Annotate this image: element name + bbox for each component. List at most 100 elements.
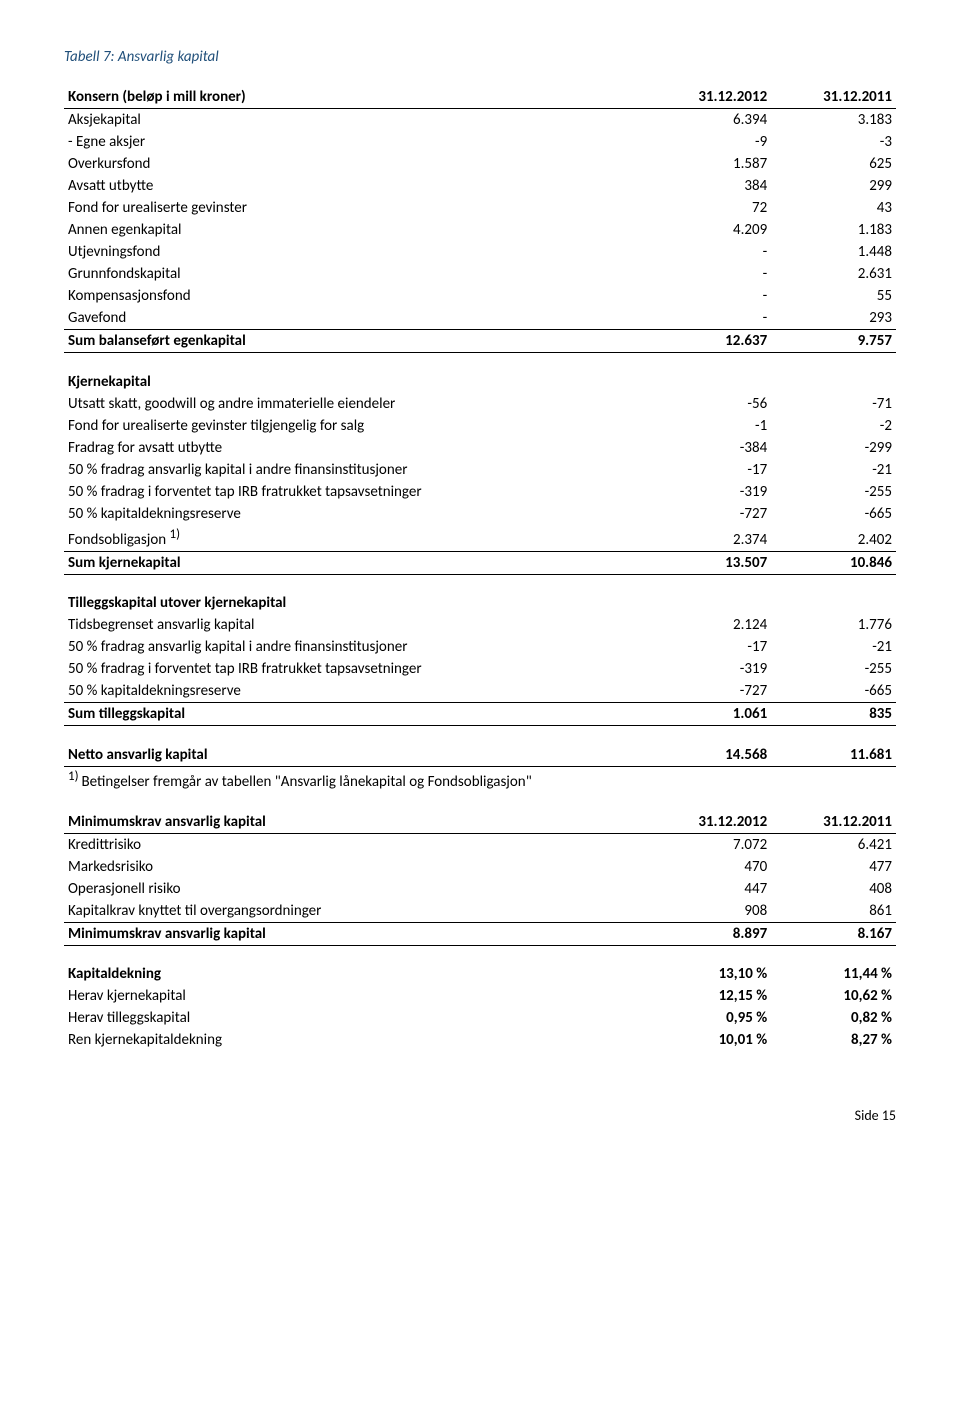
row-value: 72 bbox=[646, 197, 771, 219]
row-label: 50 % fradrag ansvarlig kapital i andre f… bbox=[64, 636, 646, 658]
row-label: Overkursfond bbox=[64, 153, 646, 175]
row-value: 7.072 bbox=[646, 833, 771, 856]
row-value: -9 bbox=[646, 131, 771, 153]
row-label: Avsatt utbytte bbox=[64, 175, 646, 197]
row-label: Utsatt skatt, goodwill og andre immateri… bbox=[64, 393, 646, 415]
row-label: Ren kjernekapitaldekning bbox=[64, 1029, 646, 1051]
row-value: 1.587 bbox=[646, 153, 771, 175]
row-label: Sum kjernekapital bbox=[64, 551, 646, 574]
row-label: Gavefond bbox=[64, 307, 646, 330]
row-label: Kjernekapital bbox=[64, 371, 646, 393]
row-value: -21 bbox=[771, 459, 896, 481]
row-value: 470 bbox=[646, 856, 771, 878]
row-label: Grunnfondskapital bbox=[64, 263, 646, 285]
row-value: 1.776 bbox=[771, 614, 896, 636]
row-value: 1.061 bbox=[646, 703, 771, 726]
row-value: 8.897 bbox=[646, 922, 771, 945]
row-label: Kompensasjonsfond bbox=[64, 285, 646, 307]
row-label: Utjevningsfond bbox=[64, 241, 646, 263]
row-value: 43 bbox=[771, 197, 896, 219]
row-value: 2.402 bbox=[771, 525, 896, 552]
row-label: Markedsrisiko bbox=[64, 856, 646, 878]
row-value: 908 bbox=[646, 900, 771, 923]
row-value: 835 bbox=[771, 703, 896, 726]
row-label: Annen egenkapital bbox=[64, 219, 646, 241]
row-value: 2.124 bbox=[646, 614, 771, 636]
row-value: 447 bbox=[646, 878, 771, 900]
row-label: Tidsbegrenset ansvarlig kapital bbox=[64, 614, 646, 636]
row-value: - bbox=[646, 307, 771, 330]
row-label: Kredittrisiko bbox=[64, 833, 646, 856]
capital-table: Konsern (beløp i mill kroner)31.12.20123… bbox=[64, 86, 896, 1051]
row-value: 408 bbox=[771, 878, 896, 900]
row-label: 50 % fradrag i forventet tap IRB fratruk… bbox=[64, 481, 646, 503]
row-label: Fradrag for avsatt utbytte bbox=[64, 437, 646, 459]
row-value: -665 bbox=[771, 503, 896, 525]
row-value: 10,62 % bbox=[771, 985, 896, 1007]
row-value: 11,44 % bbox=[771, 963, 896, 985]
row-value: -2 bbox=[771, 415, 896, 437]
row-value: 6.421 bbox=[771, 833, 896, 856]
row-value: -727 bbox=[646, 680, 771, 703]
row-label: Herav kjernekapital bbox=[64, 985, 646, 1007]
row-value: 9.757 bbox=[771, 330, 896, 353]
row-label: Kapitaldekning bbox=[64, 963, 646, 985]
row-value: 10.846 bbox=[771, 551, 896, 574]
row-value: 0,95 % bbox=[646, 1007, 771, 1029]
row-value: 477 bbox=[771, 856, 896, 878]
row-value: 31.12.2012 bbox=[646, 86, 771, 109]
row-value: -299 bbox=[771, 437, 896, 459]
row-value: -71 bbox=[771, 393, 896, 415]
row-label: Fond for urealiserte gevinster bbox=[64, 197, 646, 219]
row-value: -319 bbox=[646, 658, 771, 680]
row-value: 31.12.2011 bbox=[771, 86, 896, 109]
row-value: 293 bbox=[771, 307, 896, 330]
row-value: - bbox=[646, 241, 771, 263]
row-value: 14.568 bbox=[646, 744, 771, 767]
row-value: 6.394 bbox=[646, 109, 771, 132]
row-value: -17 bbox=[646, 459, 771, 481]
row-label: Tilleggskapital utover kjernekapital bbox=[64, 592, 646, 614]
row-value: 299 bbox=[771, 175, 896, 197]
row-value: - bbox=[646, 263, 771, 285]
row-label: Minimumskrav ansvarlig kapital bbox=[64, 922, 646, 945]
row-value: 10,01 % bbox=[646, 1029, 771, 1051]
row-value: 4.209 bbox=[646, 219, 771, 241]
row-label: Netto ansvarlig kapital bbox=[64, 744, 646, 767]
row-value: 861 bbox=[771, 900, 896, 923]
row-value: 13.507 bbox=[646, 551, 771, 574]
row-value: -17 bbox=[646, 636, 771, 658]
row-value: 2.374 bbox=[646, 525, 771, 552]
row-value: -1 bbox=[646, 415, 771, 437]
row-value: 1.448 bbox=[771, 241, 896, 263]
row-value: 31.12.2011 bbox=[771, 811, 896, 834]
row-label: - Egne aksjer bbox=[64, 131, 646, 153]
row-label: Sum tilleggskapital bbox=[64, 703, 646, 726]
row-label: Fondsobligasjon 1) bbox=[64, 525, 646, 552]
row-label: Minimumskrav ansvarlig kapital bbox=[64, 811, 646, 834]
row-label: Operasjonell risiko bbox=[64, 878, 646, 900]
row-label: Fond for urealiserte gevinster tilgjenge… bbox=[64, 415, 646, 437]
row-value: -255 bbox=[771, 658, 896, 680]
row-label: Konsern (beløp i mill kroner) bbox=[64, 86, 646, 109]
row-value: -384 bbox=[646, 437, 771, 459]
row-value: - bbox=[646, 285, 771, 307]
row-label: Herav tilleggskapital bbox=[64, 1007, 646, 1029]
row-label: 50 % fradrag i forventet tap IRB fratruk… bbox=[64, 658, 646, 680]
row-value: 2.631 bbox=[771, 263, 896, 285]
row-value bbox=[646, 766, 771, 793]
row-value: 11.681 bbox=[771, 744, 896, 767]
row-value: 0,82 % bbox=[771, 1007, 896, 1029]
row-label: 50 % fradrag ansvarlig kapital i andre f… bbox=[64, 459, 646, 481]
page-footer: Side 15 bbox=[64, 1107, 896, 1124]
row-label: Sum balanseført egenkapital bbox=[64, 330, 646, 353]
row-value: -255 bbox=[771, 481, 896, 503]
row-value: -319 bbox=[646, 481, 771, 503]
row-value: 8.167 bbox=[771, 922, 896, 945]
row-label: Kapitalkrav knyttet til overgangsordning… bbox=[64, 900, 646, 923]
row-label: 1) Betingelser fremgår av tabellen "Ansv… bbox=[64, 766, 646, 793]
row-value: 13,10 % bbox=[646, 963, 771, 985]
row-value: -3 bbox=[771, 131, 896, 153]
row-value bbox=[771, 766, 896, 793]
row-label: Aksjekapital bbox=[64, 109, 646, 132]
